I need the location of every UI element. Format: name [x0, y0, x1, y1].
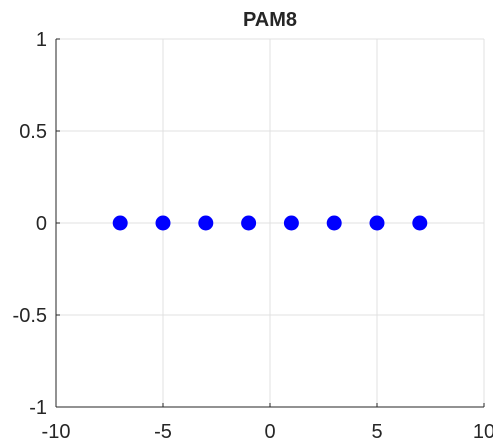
data-point [283, 215, 299, 231]
x-tick-label: 0 [264, 421, 275, 443]
data-point [155, 215, 171, 231]
x-tick-label: -10 [42, 421, 71, 443]
y-tick-label: 0.5 [19, 121, 47, 143]
x-tick-labels: -10 -5 0 5 10 [42, 421, 493, 443]
data-point [326, 215, 342, 231]
data-point [198, 215, 214, 231]
data-points [112, 215, 428, 231]
x-tick-label: -5 [154, 421, 172, 443]
data-point [369, 215, 385, 231]
y-tick-label: 0 [36, 213, 47, 235]
y-tick-label: 1 [36, 29, 47, 51]
chart-title: PAM8 [243, 9, 297, 31]
data-point [412, 215, 428, 231]
data-point [112, 215, 128, 231]
x-tick-label: 10 [473, 421, 493, 443]
y-tick-label: -1 [29, 397, 47, 419]
y-tick-label: -0.5 [13, 305, 47, 327]
y-tick-labels: -1 -0.5 0 0.5 1 [13, 29, 47, 419]
x-tick-label: 5 [371, 421, 382, 443]
data-point [241, 215, 257, 231]
axes [55, 38, 485, 408]
